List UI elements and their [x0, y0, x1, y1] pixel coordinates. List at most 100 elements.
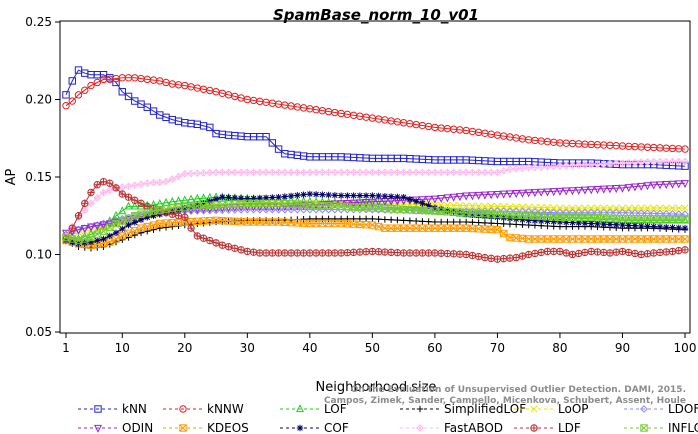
data-point — [581, 204, 589, 212]
data-point — [537, 188, 546, 197]
data-point — [293, 168, 302, 177]
data-point — [349, 248, 358, 257]
data-point — [550, 204, 558, 212]
data-point — [625, 204, 633, 212]
legend-marker — [179, 405, 187, 413]
data-point — [574, 208, 583, 217]
data-point — [506, 203, 514, 211]
data-point — [443, 249, 452, 258]
data-point — [393, 248, 402, 257]
data-point — [144, 228, 151, 235]
data-point — [274, 168, 283, 177]
data-point — [156, 224, 163, 232]
data-point — [581, 219, 589, 227]
data-point — [62, 91, 70, 99]
data-point — [543, 162, 552, 171]
data-point — [62, 102, 70, 110]
data-point — [337, 200, 346, 209]
legend-entry-loop: LoOP — [514, 402, 589, 416]
data-point — [150, 226, 157, 233]
x-axis-label: Neighborhood size — [316, 380, 437, 395]
data-point — [224, 243, 233, 251]
series-layer — [61, 66, 690, 263]
legend-entry-lof: LOF — [280, 402, 347, 416]
data-point — [600, 248, 608, 257]
data-point — [394, 193, 401, 201]
data-point — [168, 210, 176, 218]
data-point — [93, 181, 101, 189]
data-point — [143, 202, 151, 211]
data-point — [606, 249, 614, 257]
plot-frame — [59, 20, 691, 334]
data-point — [74, 212, 83, 220]
data-point — [643, 182, 652, 191]
data-point — [399, 249, 408, 257]
data-point — [143, 179, 152, 188]
data-point — [481, 219, 489, 227]
data-point — [606, 221, 614, 228]
data-point — [169, 223, 176, 230]
data-point — [419, 200, 426, 207]
data-point — [187, 194, 196, 203]
data-point — [174, 172, 183, 181]
data-point — [593, 204, 602, 212]
data-point — [462, 202, 470, 210]
data-point — [675, 246, 683, 255]
data-point — [355, 205, 364, 214]
data-point — [180, 195, 189, 204]
data-point — [487, 254, 495, 263]
x-tick-label: 50 — [365, 341, 380, 355]
data-point — [412, 217, 420, 225]
data-point — [124, 92, 133, 101]
data-point — [612, 185, 621, 194]
data-point — [506, 254, 514, 262]
data-point — [643, 209, 652, 218]
data-point — [387, 168, 396, 177]
data-point — [631, 204, 639, 212]
data-point — [180, 169, 189, 178]
data-point — [493, 226, 502, 234]
data-point — [149, 107, 158, 115]
data-point — [325, 191, 332, 199]
legend-label: kNNW — [207, 402, 244, 416]
data-point — [112, 78, 120, 87]
data-point — [281, 249, 289, 257]
data-point — [274, 145, 283, 153]
data-point — [330, 168, 339, 177]
data-point — [613, 221, 620, 228]
data-point — [387, 193, 395, 200]
data-point — [93, 78, 101, 87]
data-point — [218, 206, 227, 215]
data-point — [394, 216, 401, 224]
data-point — [605, 185, 614, 194]
x-tick-label: 10 — [115, 341, 130, 355]
data-point — [462, 250, 470, 259]
data-point — [356, 192, 364, 199]
x-tick-label: 90 — [615, 341, 630, 355]
data-point — [618, 247, 627, 256]
data-point — [631, 222, 639, 229]
data-point — [606, 208, 614, 217]
data-point — [663, 224, 670, 231]
data-point — [237, 217, 245, 226]
data-point — [331, 215, 339, 223]
data-point — [387, 216, 395, 223]
data-point — [668, 157, 677, 166]
data-point — [262, 205, 270, 214]
data-point — [518, 164, 527, 173]
legend-label: KDEOS — [207, 421, 249, 434]
data-point — [669, 224, 676, 231]
data-point — [443, 194, 452, 203]
data-point — [674, 210, 683, 218]
data-point — [606, 204, 614, 212]
data-point — [406, 249, 414, 257]
data-point — [337, 192, 345, 199]
data-point — [243, 205, 252, 214]
data-point — [525, 203, 533, 211]
data-point — [280, 205, 289, 214]
data-point — [255, 205, 264, 214]
data-point — [275, 193, 282, 201]
data-point — [549, 247, 558, 256]
data-point — [474, 252, 483, 261]
data-point — [106, 179, 114, 187]
